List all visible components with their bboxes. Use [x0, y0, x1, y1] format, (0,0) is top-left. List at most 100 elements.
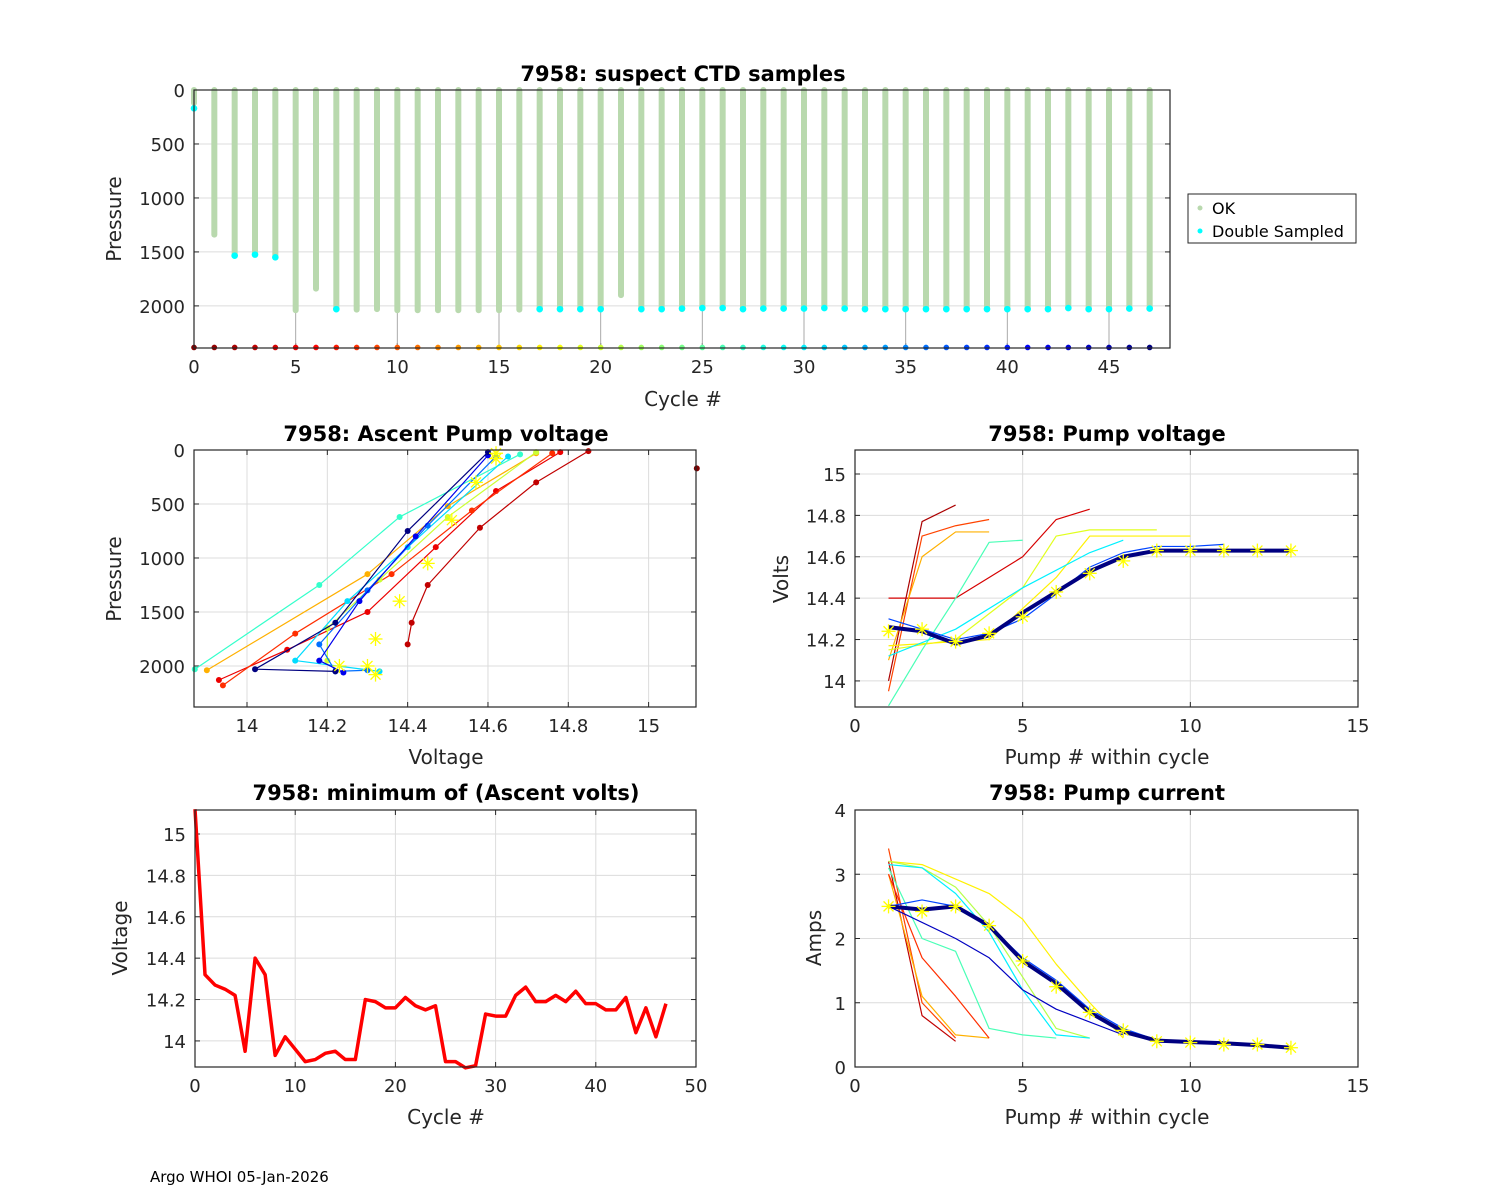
legend: OK Double Sampled: [1187, 193, 1357, 244]
star-stroke: [1218, 1039, 1230, 1050]
star-stroke: [1084, 567, 1096, 579]
x-tick-label: 14.6: [468, 716, 508, 737]
star-stroke: [1050, 586, 1062, 598]
profile-point: [476, 524, 483, 531]
star-stroke: [470, 476, 482, 488]
star-marker: [1216, 543, 1231, 558]
star-marker: [948, 899, 963, 914]
star-stroke: [446, 514, 458, 526]
x-tick-label: 15: [1347, 716, 1370, 737]
axes-frame: [193, 89, 1171, 349]
pump-series-line: [887, 867, 1057, 1039]
star-stroke: [422, 557, 434, 569]
pump-series-line: [887, 518, 990, 692]
pump-voltage-axes: 0 5 10 15 14 14.2 14.4 14.6 14.8 15: [806, 449, 1370, 737]
double-sampled-point: [841, 305, 848, 312]
y-tick-label: 14.4: [146, 949, 186, 970]
double-sampled-point: [536, 305, 543, 313]
y-tick-label: 14: [163, 1032, 186, 1053]
legend-marker-double-sampled: [1197, 228, 1203, 234]
x-axis-label-pump-current: Pump # within cycle: [1005, 1105, 1210, 1129]
star-stroke: [370, 633, 381, 645]
star-marker: [1283, 1040, 1298, 1055]
pump-series-line: [888, 539, 1124, 657]
double-sampled-point: [1024, 305, 1031, 313]
y-axis-label-min-volts: Voltage: [108, 900, 132, 975]
star-stroke: [1218, 545, 1230, 557]
profile-point: [432, 544, 439, 551]
star-marker: [368, 631, 383, 646]
x-tick-label: 14.8: [548, 716, 588, 737]
profile-line: [407, 450, 589, 645]
x-tick-label: 0: [849, 1076, 860, 1097]
star-stroke: [1017, 955, 1029, 967]
star-stroke: [333, 660, 345, 672]
star-stroke: [1184, 545, 1196, 557]
chart-title-pump-voltage: 7958: Pump voltage: [988, 422, 1226, 446]
double-sampled-point: [638, 305, 645, 313]
profile-series: [203, 450, 540, 674]
y-tick-label: 15: [163, 825, 186, 846]
y-tick-label: 3: [835, 865, 846, 886]
x-axis-label-min-volts: Cycle #: [407, 1105, 485, 1129]
star-marker: [1149, 543, 1164, 558]
axes-frame: [854, 449, 1359, 708]
x-tick-label: 10: [386, 357, 409, 378]
plot-area: [195, 810, 696, 1067]
x-tick-label: 15: [1347, 1076, 1370, 1097]
star-marker: [1183, 543, 1198, 558]
y-tick-label: 0: [174, 81, 185, 102]
double-sampled-point: [983, 305, 991, 313]
data-marks: [191, 446, 700, 689]
profile-point: [364, 608, 371, 615]
profile-point: [292, 630, 299, 637]
star-marker: [1216, 1037, 1231, 1052]
x-tick-label: 30: [793, 357, 816, 378]
star-stroke: [883, 625, 894, 637]
x-tick-label: 35: [894, 357, 917, 378]
star-marker: [1183, 1035, 1198, 1050]
y-tick-label: 1: [835, 994, 846, 1015]
minimum-ascent-volts-axes: 0 10 20 30 40 50 14 14.2 14.4 14.6 14.8 15: [146, 809, 707, 1097]
pump-series-line: [888, 539, 1023, 707]
x-tick-label: 5: [290, 357, 301, 378]
pump-series-line: [888, 905, 1124, 1036]
pump-series-line: [887, 531, 990, 661]
profile-point: [557, 449, 564, 456]
double-sampled-point: [251, 251, 259, 258]
star-marker: [1283, 543, 1298, 558]
profile-point: [324, 657, 331, 664]
x-tick-label: 5: [1017, 1076, 1028, 1097]
profile-line: [194, 453, 521, 670]
double-sampled-point: [1146, 305, 1153, 312]
y-tick-label: 14.6: [806, 548, 846, 569]
pump-series-line: [887, 848, 957, 1039]
legend-label-double-sampled: Double Sampled: [1212, 222, 1344, 241]
profile-series: [252, 449, 491, 675]
x-tick-label: 40: [996, 357, 1019, 378]
star-stroke: [983, 627, 995, 639]
double-sampled-point: [1105, 305, 1113, 313]
x-tick-label: 14.4: [388, 716, 428, 737]
star-marker: [392, 594, 407, 609]
pump-series-line: [888, 508, 1090, 599]
x-tick-label: 20: [589, 357, 612, 378]
double-sampled-point: [943, 305, 950, 313]
x-tick-label: 14.2: [307, 716, 347, 737]
double-sampled-point: [902, 305, 909, 313]
double-sampled-point: [231, 252, 238, 260]
footer-credit: Argo WHOI 05-Jan-2026: [150, 1168, 329, 1186]
double-sampled-point: [821, 304, 828, 312]
double-sampled-point: [800, 305, 808, 312]
profile-point: [344, 598, 351, 605]
y-tick-label: 14.8: [146, 866, 186, 887]
pump-series-line: [887, 874, 990, 1039]
x-axis-label-suspect: Cycle #: [644, 387, 722, 411]
star-marker: [1049, 979, 1064, 994]
star-marker: [915, 904, 930, 919]
profile-series: [292, 453, 512, 675]
data-marks: [881, 504, 1298, 707]
profile-line: [206, 452, 537, 671]
star-marker: [982, 918, 997, 933]
y-tick-label: 2000: [139, 297, 185, 318]
